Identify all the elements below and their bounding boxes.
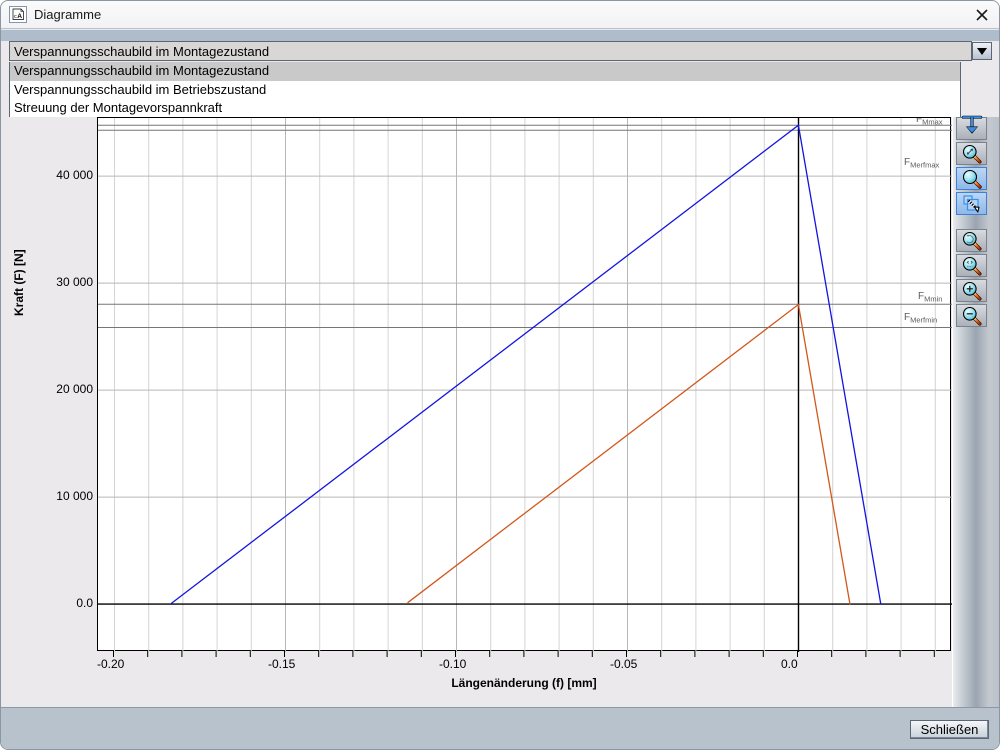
svg-text:A: A [17,13,22,20]
svg-text:FMerfmax: FMerfmax [904,157,940,169]
svg-text:FMerfmin: FMerfmin [904,312,937,324]
svg-text:FMmin: FMmin [918,291,942,303]
